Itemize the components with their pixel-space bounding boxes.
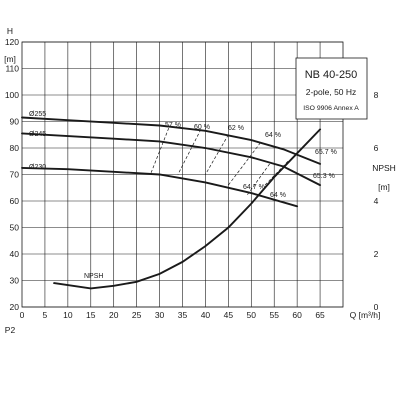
y-left-tick-label: 90 (10, 117, 20, 127)
x-tick-label: 15 (86, 310, 96, 320)
y-left-tick-label: 60 (10, 196, 20, 206)
grid-layer (21, 41, 344, 308)
y-right-tick-label: 2 (374, 249, 379, 259)
y-left-tick-label: 70 (10, 170, 20, 180)
series-label: Ø245 (29, 131, 46, 138)
chart-subtitle: 2-pole, 50 Hz (306, 87, 357, 97)
x-tick-label: 60 (292, 310, 302, 320)
series-line (21, 166, 299, 208)
efficiency-line (264, 161, 289, 186)
curve-layer (21, 116, 322, 290)
y-left-tick-label: 30 (10, 276, 20, 286)
efficiency-line (177, 129, 202, 175)
efficiency-label: 62 % (228, 125, 244, 132)
efficiency-label: 60 % (194, 124, 210, 131)
y-left-tick-label: 40 (10, 249, 20, 259)
y-right-tick-label: 4 (374, 196, 379, 206)
series-label: Ø230 (29, 164, 46, 171)
x-tick-label: 5 (43, 310, 48, 320)
y-right-tick-label: 0 (374, 302, 379, 312)
y-left-tick-label: 110 (5, 64, 19, 74)
efficiency-label: 65.7 % (315, 149, 337, 156)
label-layer: Ø255 Ø245 Ø230 NPSH 57 % 60 % 62 % 64 % 65.7 % 65… (29, 57, 368, 280)
efficiency-label: 65.3 % (313, 173, 335, 180)
y-left-tick-label: 100 (5, 90, 19, 100)
efficiency-line (150, 127, 170, 175)
y-left-axis-label: H (7, 26, 13, 36)
x-tick-label: 25 (132, 310, 142, 320)
series-line (21, 116, 322, 165)
x-tick-label: 0 (20, 310, 25, 320)
x-tick-label: 20 (109, 310, 119, 320)
y-right-tick-label: 8 (374, 90, 379, 100)
x-tick-label: 10 (63, 310, 73, 320)
y-right-axis-label: NPSH (372, 163, 396, 173)
efficiency-line (246, 163, 270, 196)
efficiency-label: 64 % (270, 192, 286, 199)
chart-title: NB 40-250 (305, 69, 358, 81)
series-line (21, 132, 322, 187)
series-line (53, 128, 322, 290)
p2-label: P2 (5, 325, 16, 335)
y-right-tick-label: 6 (374, 143, 379, 153)
efficiency-label: 57 % (165, 122, 181, 129)
x-tick-label: 40 (201, 310, 211, 320)
x-axis-label: Q [m³/h] (350, 310, 381, 320)
y-left-axis-unit: [m] (4, 54, 16, 64)
x-tick-label: 55 (269, 310, 279, 320)
y-left-tick-label: 80 (10, 143, 20, 153)
y-left-tick-label: 50 (10, 223, 20, 233)
npsh-series-label: NPSH (84, 273, 103, 280)
y-left-tick-label: 120 (5, 37, 19, 47)
efficiency-label: 64 % (265, 132, 281, 139)
y-left-tick-label: 20 (10, 302, 20, 312)
efficiency-line (205, 134, 229, 175)
x-tick-label: 45 (224, 310, 234, 320)
chart-standard-note: ISO 9906 Annex A (303, 105, 359, 112)
x-tick-label: 50 (247, 310, 257, 320)
x-tick-label: 35 (178, 310, 188, 320)
efficiency-label: 64.7 % (243, 184, 265, 191)
efficiency-line (228, 142, 261, 186)
x-tick-label: 30 (155, 310, 165, 320)
title-box (295, 57, 368, 120)
y-right-axis-unit: [m] (378, 182, 390, 192)
series-label: Ø255 (29, 111, 46, 118)
x-tick-label: 65 (315, 310, 325, 320)
